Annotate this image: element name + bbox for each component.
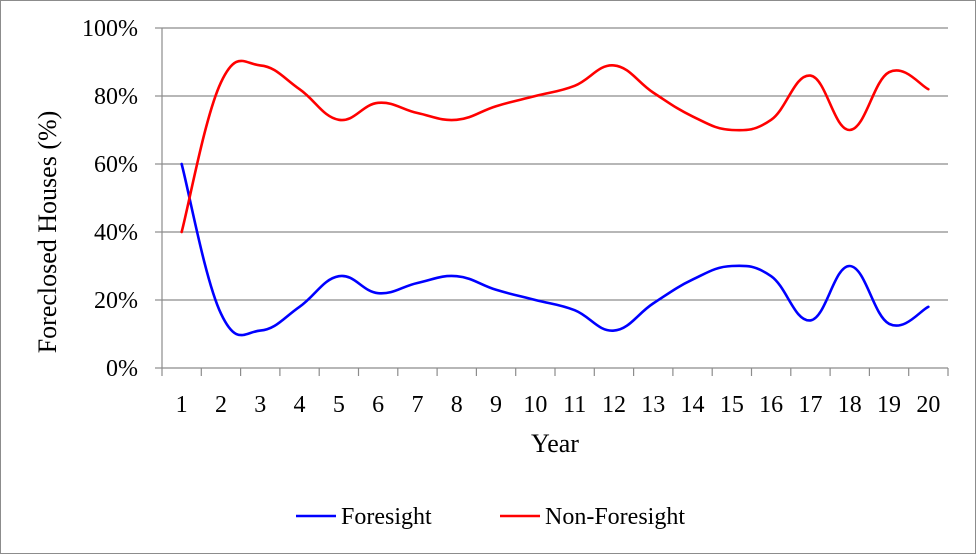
legend: Foresight Non-Foresight — [296, 504, 685, 530]
series-line-foresight — [180, 162, 930, 337]
legend-label: Non-Foresight — [545, 504, 685, 530]
x-tick-label: 15 — [720, 392, 744, 418]
x-tick-label: 17 — [798, 392, 822, 418]
x-tick-label: 18 — [838, 392, 862, 418]
legend-item-non-foresight: Non-Foresight — [500, 504, 685, 530]
x-tick-label: 16 — [759, 392, 783, 418]
x-tick-label: 20 — [916, 392, 940, 418]
x-tick-label: 13 — [641, 392, 665, 418]
x-tick-label: 3 — [254, 392, 266, 418]
axes — [161, 28, 949, 376]
x-tick-label: 6 — [372, 392, 384, 418]
x-tick-label: 5 — [333, 392, 345, 418]
x-tick-label: 14 — [681, 392, 705, 418]
series-line-non-foresight — [180, 59, 930, 234]
x-tick-label: 12 — [602, 392, 626, 418]
x-tick-label: 1 — [176, 392, 188, 418]
legend-label: Foresight — [341, 504, 432, 530]
x-tick-label: 4 — [294, 392, 306, 418]
legend-item-foresight: Foresight — [296, 504, 432, 530]
x-axis-tick-labels: 1 2 3 4 5 6 7 8 9 10 11 12 13 14 15 16 17 18 19 20 — [176, 392, 941, 418]
x-tick-label: 7 — [411, 392, 423, 418]
y-tick-label: 0% — [106, 356, 138, 382]
y-tick-label: 80% — [94, 84, 138, 110]
series-lines — [180, 59, 930, 337]
x-tick-label: 9 — [490, 392, 502, 418]
x-tick-label: 8 — [451, 392, 463, 418]
y-tick-label: 40% — [94, 220, 138, 246]
y-tick-label: 60% — [94, 152, 138, 178]
y-axis-tick-labels: 0% 20% 40% 60% 80% 100% — [82, 16, 138, 382]
gridlines — [155, 27, 948, 369]
x-axis-label: Year — [531, 429, 579, 458]
x-tick-label: 2 — [215, 392, 227, 418]
y-tick-label: 20% — [94, 288, 138, 314]
y-axis-label: Foreclosed Houses (%) — [33, 111, 62, 354]
x-tick-label: 10 — [523, 392, 547, 418]
y-tick-label: 100% — [82, 16, 138, 42]
x-tick-label: 19 — [877, 392, 901, 418]
x-tick-label: 11 — [563, 392, 586, 418]
